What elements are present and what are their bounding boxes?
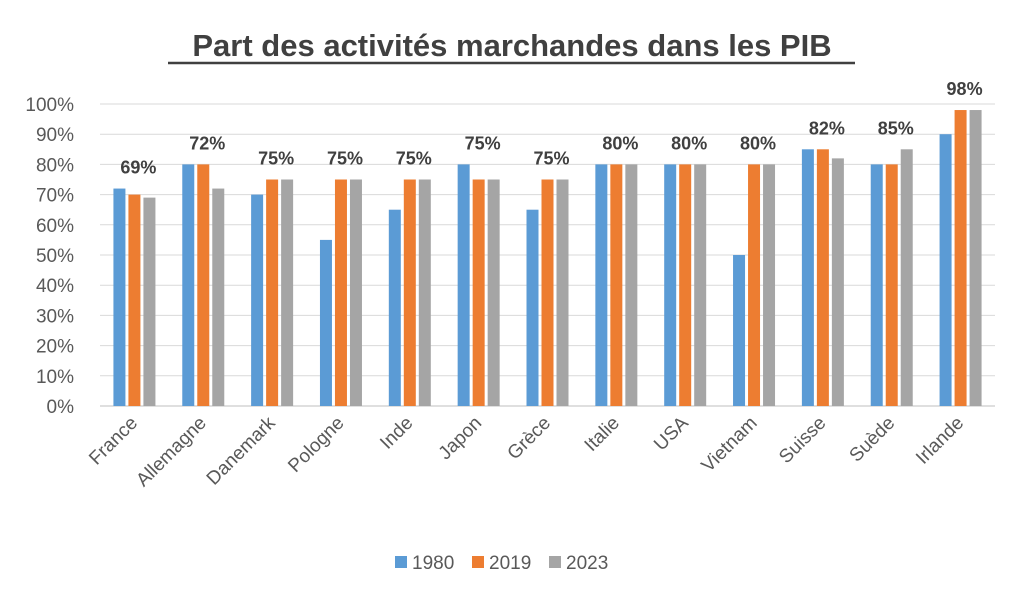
x-tick-label: Suisse [775,413,830,468]
bar-1980-Allemagne [182,164,195,406]
chart-title: Part des activités marchandes dans les P… [192,28,831,63]
x-tick-label: Vietnam [698,413,762,477]
bar-2019-Irlande [954,110,967,406]
bar-2023-Suède [900,149,913,407]
bar-1980-Japon [457,164,470,406]
legend-swatch-1980 [395,556,407,568]
data-label-USA: 80% [671,133,707,153]
bar-2023-Japon [487,179,500,406]
data-label-Japon: 75% [465,133,501,153]
bar-2023-Pologne [349,179,362,406]
data-label-Inde: 75% [396,149,432,169]
bar-1980-Inde [388,209,401,406]
bar-2019-Suisse [816,149,829,407]
bar-2019-Vietnam [748,164,761,406]
y-tick-label: 20% [36,337,74,358]
y-axis-ticks: 0% 10% 20% 30% 40% 50% 60% 70% 80% 90% 100% [25,95,74,418]
data-label-Irlande: 98% [947,79,983,99]
bar-2019-Danemark [266,179,279,406]
y-tick-label: 100% [25,95,74,116]
bar-2019-Inde [403,179,416,406]
bar-1980-Vietnam [733,255,746,406]
bar-2023-Italie [625,164,638,406]
bar-1980-France [113,188,126,406]
legend-swatch-2023 [549,556,561,568]
y-tick-label: 30% [36,306,74,327]
bar-2019-France [128,194,141,406]
legend-label: 2019 [489,553,531,574]
y-tick-label: 80% [36,155,74,176]
x-tick-label: Pologne [284,413,348,477]
data-label-Suisse: 82% [809,118,845,138]
legend-swatch-2019 [472,556,484,568]
bar-1980-Suisse [801,149,814,407]
legend-label: 2023 [566,553,608,574]
data-label-Italie: 80% [602,133,638,153]
bar-2023-Allemagne [212,188,225,406]
bar-1980-Irlande [939,134,952,406]
bar-1980-Danemark [251,194,264,406]
y-tick-label: 50% [36,246,74,267]
x-tick-label: USA [650,412,693,455]
x-tick-label: Allemagne [132,413,210,491]
x-tick-label: Inde [376,413,417,454]
bars [113,110,982,407]
bar-2019-Grèce [541,179,554,406]
bar-2023-Danemark [281,179,294,406]
x-tick-label: Japon [435,413,486,464]
bar-2023-Suisse [831,158,844,406]
bar-2019-Italie [610,164,623,406]
bar-2023-France [143,197,156,406]
legend-label: 1980 [412,553,454,574]
data-labels: 69% 72% 75% 75% 75% 75% 75% 80% 80% 80% 82% 85% 98% [120,79,982,178]
y-tick-label: 10% [36,367,74,388]
bar-2019-Japon [472,179,485,406]
bar-2023-Vietnam [763,164,776,406]
data-label-Allemagne: 72% [189,133,225,153]
bar-1980-USA [664,164,677,406]
bar-2023-USA [694,164,707,406]
data-label-Vietnam: 80% [740,133,776,153]
bar-2019-Suède [885,164,898,406]
data-label-Danemark: 75% [258,149,294,169]
data-label-Pologne: 75% [327,149,363,169]
y-tick-label: 40% [36,276,74,297]
bar-2023-Inde [418,179,431,406]
bar-1980-Italie [595,164,608,406]
bar-2023-Grèce [556,179,569,406]
x-tick-label: France [85,413,142,470]
x-tick-label: Irlande [912,413,968,469]
x-tick-label: Grèce [504,413,555,464]
bar-1980-Grèce [526,209,539,406]
bar-2019-USA [679,164,692,406]
bar-2023-Irlande [969,110,982,406]
y-tick-label: 90% [36,125,74,146]
legend: 1980 2019 2023 [395,553,608,574]
bar-2019-Pologne [334,179,347,406]
data-label-Grèce: 75% [533,149,569,169]
data-label-Suède: 85% [878,118,914,138]
y-tick-label: 70% [36,186,74,207]
bar-2019-Allemagne [197,164,210,406]
bar-1980-Pologne [319,239,332,406]
bar-1980-Suède [870,164,883,406]
x-tick-label: Italie [581,413,624,456]
y-tick-label: 60% [36,216,74,237]
x-tick-label: Danemark [203,412,280,489]
x-tick-label: Suède [846,413,900,467]
y-tick-label: 0% [47,397,75,418]
data-label-France: 69% [120,158,156,178]
